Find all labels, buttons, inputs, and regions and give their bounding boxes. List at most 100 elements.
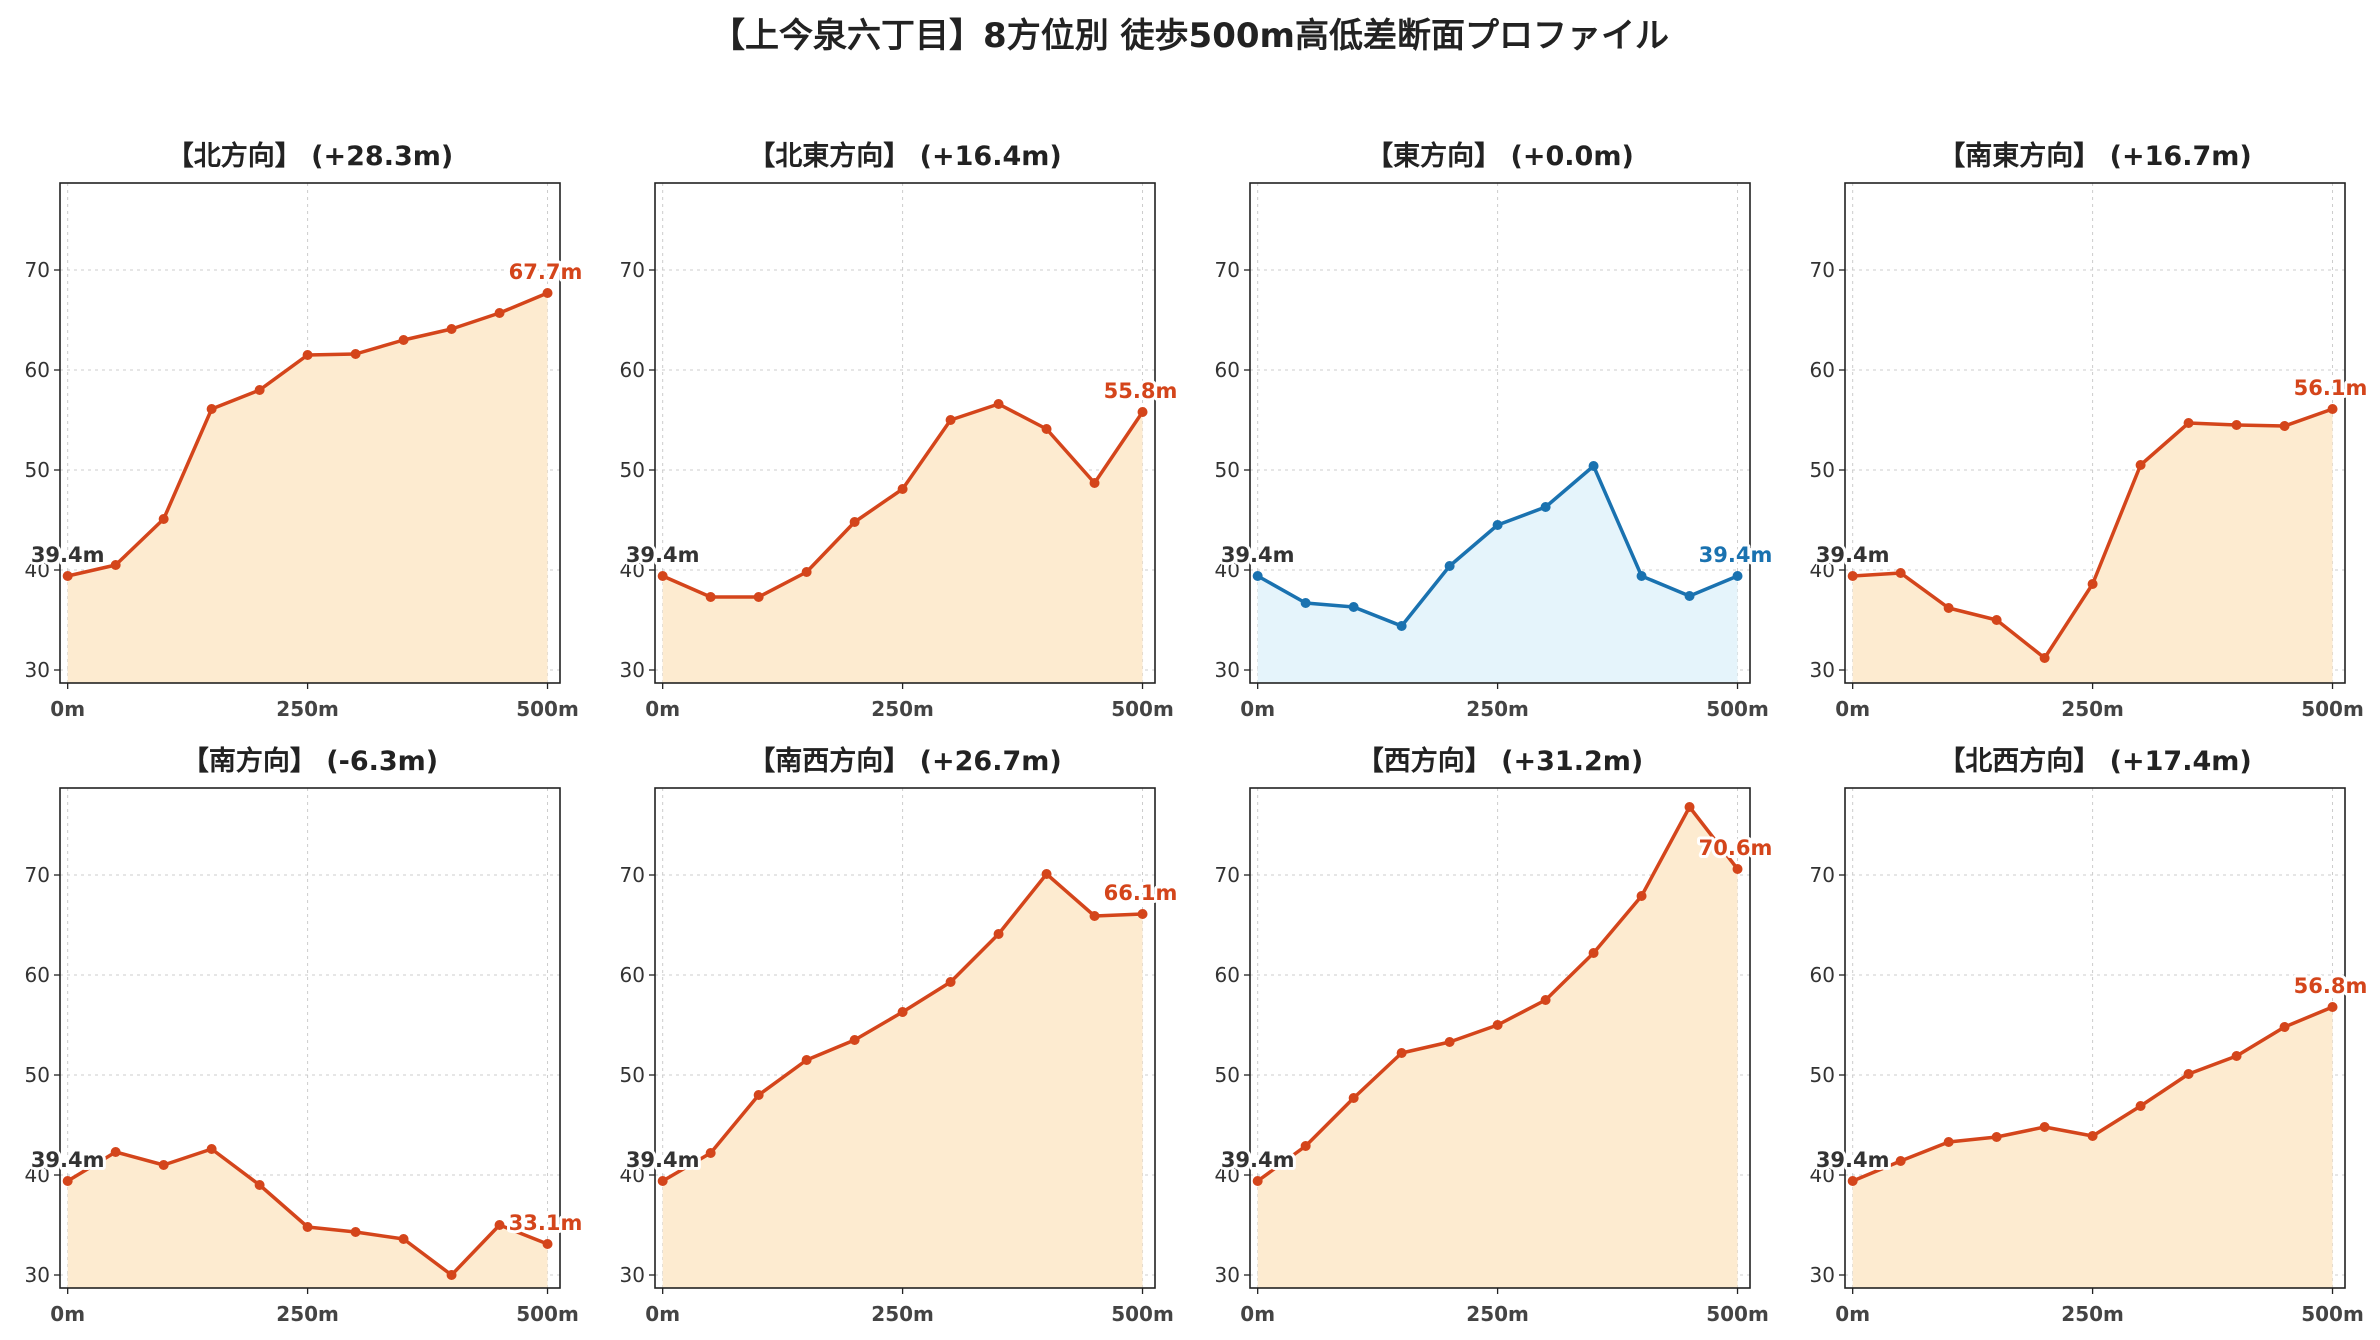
data-point bbox=[1252, 1176, 1263, 1186]
data-point bbox=[2087, 1131, 2098, 1141]
panel-4: 30 40 50 60 70 0m 250m 500m 【南東方向】 (+16.7m) 39.4m… bbox=[1810, 140, 2371, 721]
data-point bbox=[1636, 571, 1647, 581]
x-tick-label: 0m bbox=[1835, 697, 1870, 721]
data-point bbox=[494, 1220, 505, 1230]
y-tick-label: 50 bbox=[1810, 458, 1835, 482]
data-point bbox=[2327, 1002, 2338, 1012]
y-tick-label: 30 bbox=[1810, 658, 1835, 682]
panel-title: 【東方向】 (+0.0m) bbox=[1366, 140, 1634, 172]
y-tick-label: 40 bbox=[1810, 558, 1835, 582]
y-tick-label: 70 bbox=[25, 258, 50, 282]
x-tick-label: 250m bbox=[1466, 1302, 1529, 1326]
x-tick-label: 500m bbox=[1111, 697, 1174, 721]
data-point bbox=[897, 484, 908, 494]
data-point bbox=[542, 288, 553, 298]
end-value-label: 55.8m bbox=[1104, 379, 1178, 403]
data-point bbox=[2327, 404, 2338, 414]
area-fill bbox=[662, 404, 1143, 683]
x-tick-label: 500m bbox=[1706, 697, 1769, 721]
data-point bbox=[801, 1055, 812, 1065]
data-point bbox=[1089, 911, 1100, 921]
start-value-label: 39.4m bbox=[1816, 1148, 1890, 1172]
page-title: 【上今泉六丁目】8方位別 徒歩500m高低差断面プロファイル bbox=[711, 16, 1669, 56]
data-point bbox=[1540, 502, 1551, 512]
data-point bbox=[1137, 909, 1148, 919]
data-point bbox=[1684, 591, 1695, 601]
data-point bbox=[2135, 460, 2146, 470]
y-tick-label: 30 bbox=[25, 1263, 50, 1287]
y-tick-label: 60 bbox=[25, 358, 50, 382]
data-point bbox=[945, 415, 956, 425]
data-point bbox=[62, 1176, 73, 1186]
y-tick-label: 70 bbox=[1215, 863, 1240, 887]
data-point bbox=[1943, 1137, 1954, 1147]
y-tick-label: 40 bbox=[25, 558, 50, 582]
data-point bbox=[350, 349, 361, 359]
data-point bbox=[705, 592, 716, 602]
data-point bbox=[1732, 571, 1743, 581]
data-point bbox=[1396, 621, 1407, 631]
y-tick-label: 40 bbox=[1215, 1163, 1240, 1187]
y-tick-label: 50 bbox=[1810, 1063, 1835, 1087]
start-value-label: 39.4m bbox=[626, 543, 700, 567]
data-point bbox=[1588, 461, 1599, 471]
data-point bbox=[1041, 869, 1052, 879]
end-value-label: 56.8m bbox=[2294, 974, 2368, 998]
area-fill bbox=[67, 293, 548, 683]
y-tick-label: 60 bbox=[25, 963, 50, 987]
data-point bbox=[1492, 1020, 1503, 1030]
start-value-label: 39.4m bbox=[31, 543, 105, 567]
data-point bbox=[494, 308, 505, 318]
data-point bbox=[657, 1176, 668, 1186]
data-point bbox=[1943, 603, 1954, 613]
data-point bbox=[1396, 1048, 1407, 1058]
data-point bbox=[2279, 421, 2290, 431]
panel-title: 【北西方向】 (+17.4m) bbox=[1938, 745, 2251, 777]
y-tick-label: 60 bbox=[620, 963, 645, 987]
data-point bbox=[1444, 561, 1455, 571]
panel-2: 30 40 50 60 70 0m 250m 500m 【北東方向】 (+16.4m) 39.4m… bbox=[620, 140, 1181, 721]
data-point bbox=[1041, 424, 1052, 434]
y-tick-label: 70 bbox=[25, 863, 50, 887]
data-point bbox=[705, 1148, 716, 1158]
x-tick-label: 0m bbox=[50, 1302, 85, 1326]
start-value-label: 39.4m bbox=[1816, 543, 1890, 567]
data-point bbox=[2087, 579, 2098, 589]
y-tick-label: 30 bbox=[1215, 1263, 1240, 1287]
y-tick-label: 40 bbox=[620, 1163, 645, 1187]
area-fill bbox=[67, 1149, 548, 1288]
x-tick-label: 500m bbox=[2301, 1302, 2364, 1326]
data-point bbox=[753, 592, 764, 602]
data-point bbox=[2231, 1051, 2242, 1061]
panel-8: 30 40 50 60 70 0m 250m 500m 【北西方向】 (+17.4m) 39.4m… bbox=[1810, 745, 2371, 1326]
plot-frame bbox=[1844, 787, 2346, 1289]
data-point bbox=[2183, 418, 2194, 428]
y-tick-label: 40 bbox=[1215, 558, 1240, 582]
data-point bbox=[2135, 1101, 2146, 1111]
y-tick-label: 40 bbox=[620, 558, 645, 582]
end-value-label: 39.4m bbox=[1699, 543, 1773, 567]
y-tick-label: 70 bbox=[1215, 258, 1240, 282]
x-tick-label: 500m bbox=[1706, 1302, 1769, 1326]
data-point bbox=[110, 1147, 121, 1157]
data-point bbox=[206, 404, 217, 414]
end-value-label: 33.1m bbox=[509, 1211, 583, 1235]
y-tick-label: 50 bbox=[25, 458, 50, 482]
data-point bbox=[1895, 1156, 1906, 1166]
data-point bbox=[1847, 571, 1858, 581]
area-fill bbox=[662, 874, 1143, 1288]
x-tick-label: 0m bbox=[50, 697, 85, 721]
x-tick-label: 500m bbox=[516, 1302, 579, 1326]
x-tick-label: 250m bbox=[2061, 697, 2124, 721]
data-point bbox=[1684, 802, 1695, 812]
panel-title: 【南方向】 (-6.3m) bbox=[182, 745, 438, 777]
plot-frame bbox=[1249, 182, 1751, 684]
data-point bbox=[254, 1180, 265, 1190]
data-point bbox=[849, 1035, 860, 1045]
data-point bbox=[1252, 571, 1263, 581]
y-tick-label: 60 bbox=[1810, 358, 1835, 382]
data-point bbox=[1137, 407, 1148, 417]
y-tick-label: 60 bbox=[1215, 963, 1240, 987]
x-tick-label: 250m bbox=[276, 697, 339, 721]
x-tick-label: 250m bbox=[2061, 1302, 2124, 1326]
